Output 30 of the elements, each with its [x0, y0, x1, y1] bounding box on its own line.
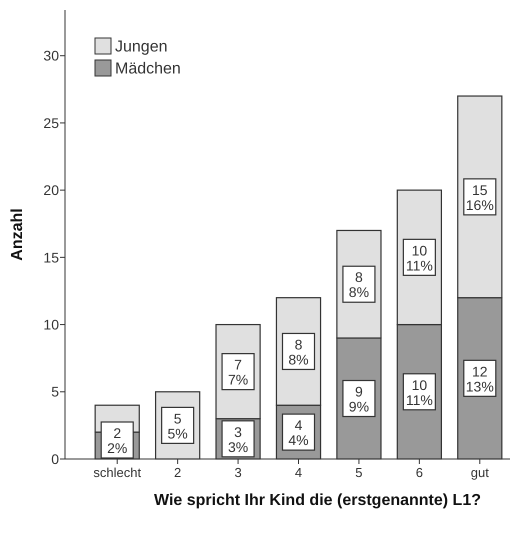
- x-tick-label: 3: [234, 465, 242, 480]
- data-label: 7 7%: [228, 356, 248, 388]
- y-axis-title: Anzahl: [9, 208, 26, 261]
- data-label: 10 11%: [406, 376, 433, 408]
- data-label: 8 8%: [348, 269, 370, 300]
- x-axis-title: Wie spricht Ihr Kind die (erstgenannte) L1?: [154, 492, 481, 509]
- legend-label: Mädchen: [115, 60, 181, 78]
- data-label: 12 13%: [466, 363, 494, 394]
- y-tick-label: 10: [43, 316, 60, 332]
- x-tick-label: gut: [470, 465, 490, 480]
- y-tick-label: 5: [51, 384, 60, 400]
- y-tick-label: 25: [43, 114, 60, 131]
- legend-label: Jungen: [115, 38, 168, 56]
- data-label: 15 16%: [466, 182, 494, 213]
- y-tick-label: 30: [43, 48, 60, 64]
- data-label: 3 3%: [228, 424, 248, 455]
- data-label: 9 9%: [348, 384, 370, 415]
- y-tick-label: 20: [43, 182, 60, 198]
- data-label: 10 11%: [406, 242, 433, 274]
- x-tick-label: 4: [294, 465, 302, 480]
- x-tick-label: 5: [355, 465, 363, 480]
- data-label: 8 8%: [288, 336, 309, 368]
- y-tick-label: 15: [43, 249, 60, 266]
- x-tick-label: 6: [416, 465, 423, 480]
- x-tick-label: 2: [174, 465, 182, 480]
- data-label: 2 2%: [107, 425, 128, 456]
- data-label: 5 5%: [168, 410, 188, 442]
- x-tick-label: schlecht: [93, 465, 142, 480]
- y-tick-label: 0: [51, 450, 60, 467]
- data-label: 4 4%: [288, 417, 309, 448]
